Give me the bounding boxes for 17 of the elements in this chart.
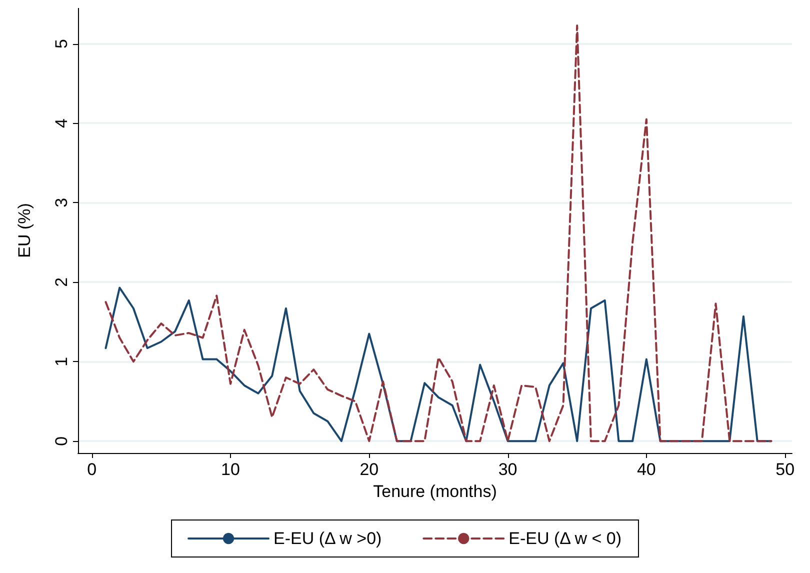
y-tick-label: 5 (52, 39, 71, 48)
y-tick-label: 3 (52, 198, 71, 208)
y-tick-label: 0 (52, 436, 71, 446)
y-axis-title: EU (%) (15, 203, 34, 258)
y-tick-label: 4 (52, 118, 71, 128)
x-tick-label: 0 (87, 460, 97, 479)
legend-label: E-EU (Δ w >0) (274, 529, 382, 548)
line-series (104, 24, 772, 442)
x-tick-label: 40 (636, 460, 656, 479)
legend-label: E-EU (Δ w < 0) (508, 529, 622, 548)
x-tick-label: 10 (221, 460, 240, 479)
x-axis-title: Tenure (months) (373, 482, 497, 501)
y-tick-label: 2 (52, 277, 71, 287)
x-tick-label: 50 (776, 460, 795, 479)
y-tick-label: 1 (52, 356, 71, 366)
x-tick-label: 30 (498, 460, 518, 479)
x-tick-label: 20 (360, 460, 379, 479)
